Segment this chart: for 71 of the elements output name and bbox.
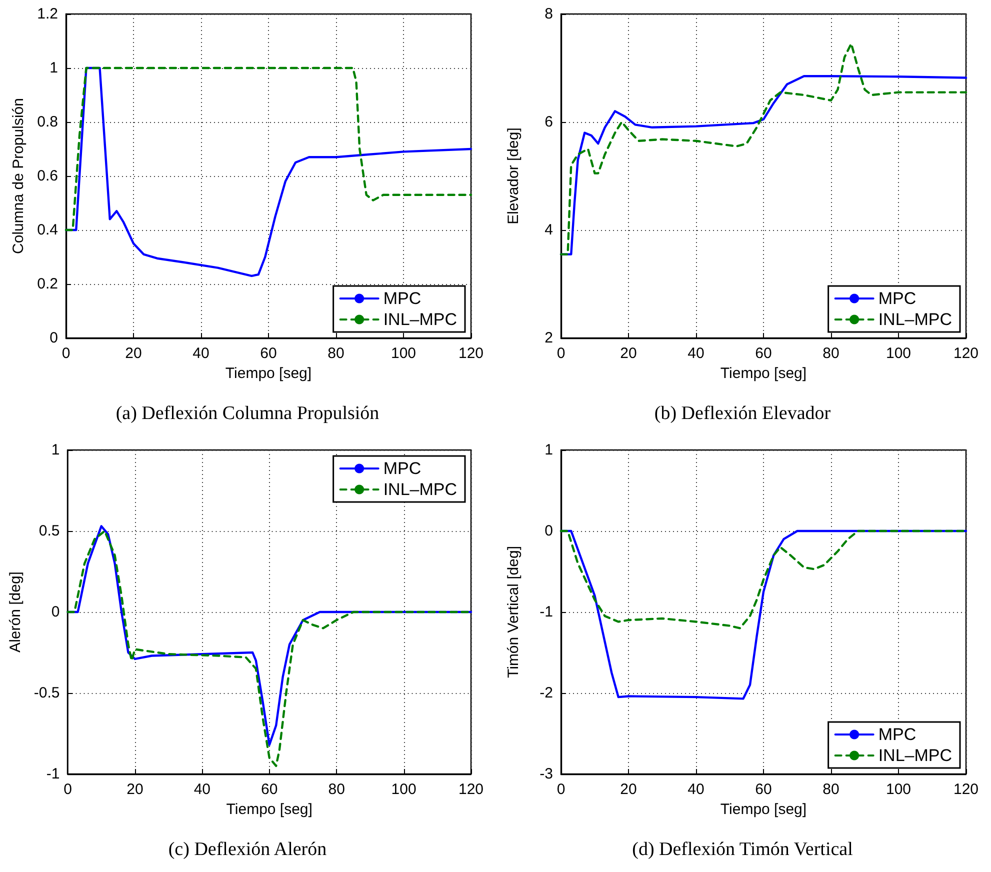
x-tick-label: 20 (620, 345, 637, 362)
x-tick-label: 20 (126, 781, 144, 798)
x-tick-label: 100 (886, 345, 912, 362)
y-axis-title: Timón Vertical [deg] (505, 546, 522, 678)
x-tick-label: 60 (755, 781, 772, 798)
y-tick-label: -2 (540, 684, 553, 702)
y-tick-label: -1 (46, 766, 60, 782)
x-tick-label: 100 (391, 781, 416, 798)
x-tick-label: 80 (328, 781, 345, 798)
y-tick-label: 0.8 (37, 114, 58, 130)
x-tick-label: 100 (886, 781, 912, 798)
legend-label: MPC (878, 725, 916, 744)
legend-label: INL–MPC (878, 746, 952, 765)
x-tick-label: 40 (192, 345, 210, 362)
y-tick-label: -1 (540, 604, 553, 620)
legend-label: INL–MPC (383, 310, 457, 329)
y-tick-label: 0.2 (37, 276, 58, 292)
x-tick-label: 0 (556, 781, 566, 798)
legend-label: MPC (383, 289, 422, 308)
x-tick-label: 40 (194, 781, 211, 798)
legend-label: MPC (878, 289, 916, 308)
y-tick-label: 0.4 (37, 222, 58, 238)
x-axis-title: Tiempo [seg] (225, 364, 312, 382)
y-tick-label: 6 (544, 114, 553, 130)
x-tick-label: 40 (688, 781, 704, 798)
y-tick-label: 1 (51, 442, 60, 458)
y-axis-title: Columna de Propulsión (10, 98, 27, 254)
y-tick-label: 8 (544, 6, 553, 22)
y-tick-label: 2 (544, 330, 553, 346)
x-tick-label: 80 (822, 345, 840, 362)
legend-label: INL–MPC (878, 310, 952, 329)
x-tick-label: 60 (755, 345, 772, 362)
x-tick-label: 80 (822, 781, 840, 798)
text: (a) Deflexión Columna Propulsión (116, 403, 380, 424)
x-tick-label: 0 (556, 345, 566, 362)
x-tick-label: 0 (64, 781, 72, 798)
y-axis-title: Elevador [deg] (505, 128, 522, 224)
y-tick-label: -3 (540, 766, 553, 782)
x-tick-label: 60 (261, 781, 278, 798)
y-tick-label: 1.2 (37, 6, 58, 22)
text: (d) Deflexión Timón Vertical (632, 839, 853, 860)
x-axis-title: Tiempo [seg] (226, 800, 312, 818)
y-axis-title: Alerón [deg] (7, 572, 24, 652)
x-tick-label: 120 (953, 345, 979, 362)
y-tick-label: 0 (50, 330, 58, 346)
legend-label: INL–MPC (383, 480, 457, 499)
line-series (560, 42, 968, 256)
line-series (64, 66, 472, 232)
y-tick-label: 0 (544, 522, 553, 540)
text: (b) Deflexión Elevador (654, 403, 832, 424)
x-tick-label: 40 (688, 345, 704, 362)
x-tick-label: 20 (125, 345, 142, 362)
x-tick-label: 120 (458, 781, 484, 798)
x-axis-title: Tiempo [seg] (720, 800, 807, 818)
x-tick-label: 100 (390, 345, 416, 362)
text: (c) Deflexión Alerón (168, 839, 328, 860)
x-tick-label: 60 (260, 345, 277, 362)
x-tick-label: 80 (328, 345, 344, 362)
y-tick-label: 0 (51, 604, 60, 620)
y-tick-label: 0.6 (37, 168, 58, 184)
y-tick-label: -0.5 (34, 684, 60, 702)
x-tick-label: 120 (458, 345, 484, 362)
x-axis-title: Tiempo [seg] (720, 364, 807, 382)
y-tick-label: 4 (544, 222, 553, 238)
x-tick-label: 120 (953, 781, 979, 798)
x-tick-label: 20 (620, 781, 637, 798)
y-tick-label: 1 (544, 442, 553, 458)
y-tick-label: 0.5 (38, 522, 60, 540)
y-tick-label: 1 (50, 60, 58, 76)
x-tick-label: 0 (62, 345, 70, 362)
legend-label: MPC (383, 459, 422, 478)
